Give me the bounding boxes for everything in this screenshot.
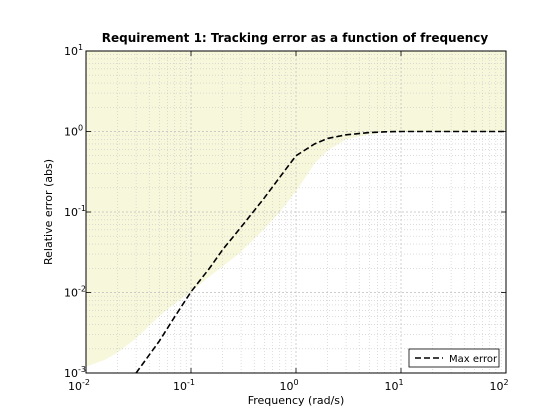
y-tick-label: 10-3 [64, 365, 86, 380]
x-tick-label: 10-1 [173, 378, 195, 393]
x-tick-label: 100 [279, 378, 298, 393]
y-axis-label: Relative error (abs) [42, 159, 55, 265]
legend: Max error [408, 348, 500, 368]
x-tick-labels: 10-2 10-1 100 101 102 [68, 378, 509, 393]
y-tick-label: 101 [64, 43, 83, 58]
x-axis-label: Frequency (rad/s) [248, 394, 345, 407]
y-tick-labels: 10-3 10-2 10-1 100 101 [64, 43, 86, 380]
series-layer [135, 130, 506, 374]
tick-marks [85, 50, 507, 374]
legend-box [408, 348, 500, 368]
x-tick-label: 10-2 [68, 378, 90, 393]
series-line-max-error [135, 130, 506, 374]
legend-entry-max-error: Max error [449, 354, 498, 365]
y-tick-label: 100 [64, 124, 83, 139]
y-tick-label: 10-2 [64, 285, 86, 300]
y-tick-label: 10-1 [64, 204, 86, 219]
x-tick-label: 102 [489, 378, 508, 393]
x-tick-label: 101 [384, 378, 403, 393]
chart-title: Requirement 1: Tracking error as a funct… [102, 31, 489, 45]
